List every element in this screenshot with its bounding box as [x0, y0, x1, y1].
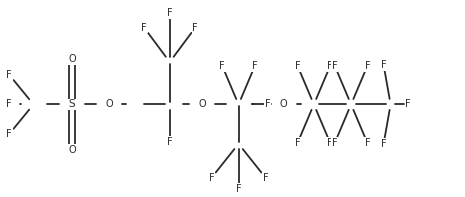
Text: F: F	[167, 137, 173, 147]
Text: F: F	[332, 138, 338, 148]
Text: F: F	[332, 61, 338, 71]
Text: F: F	[263, 173, 268, 183]
Text: F: F	[7, 129, 12, 139]
Text: F: F	[167, 8, 173, 18]
Text: O: O	[106, 99, 113, 109]
Text: F: F	[405, 99, 411, 109]
Text: F: F	[219, 61, 225, 71]
Text: F: F	[7, 70, 12, 80]
Text: F: F	[381, 139, 386, 149]
Text: F: F	[327, 138, 333, 148]
Text: F: F	[365, 61, 370, 71]
Text: F: F	[381, 60, 386, 70]
Text: S: S	[69, 99, 75, 109]
Text: F: F	[327, 61, 333, 71]
Text: F: F	[236, 184, 241, 194]
Text: O: O	[68, 145, 76, 155]
Text: F: F	[6, 99, 11, 109]
Text: F: F	[295, 138, 300, 148]
Text: O: O	[280, 99, 287, 109]
Text: F: F	[365, 138, 370, 148]
Text: F: F	[193, 23, 198, 33]
Text: O: O	[68, 54, 76, 64]
Text: F: F	[295, 61, 300, 71]
Text: F: F	[265, 99, 270, 109]
Text: F: F	[141, 23, 147, 33]
Text: F: F	[209, 173, 214, 183]
Text: F: F	[252, 61, 258, 71]
Text: O: O	[199, 99, 206, 109]
